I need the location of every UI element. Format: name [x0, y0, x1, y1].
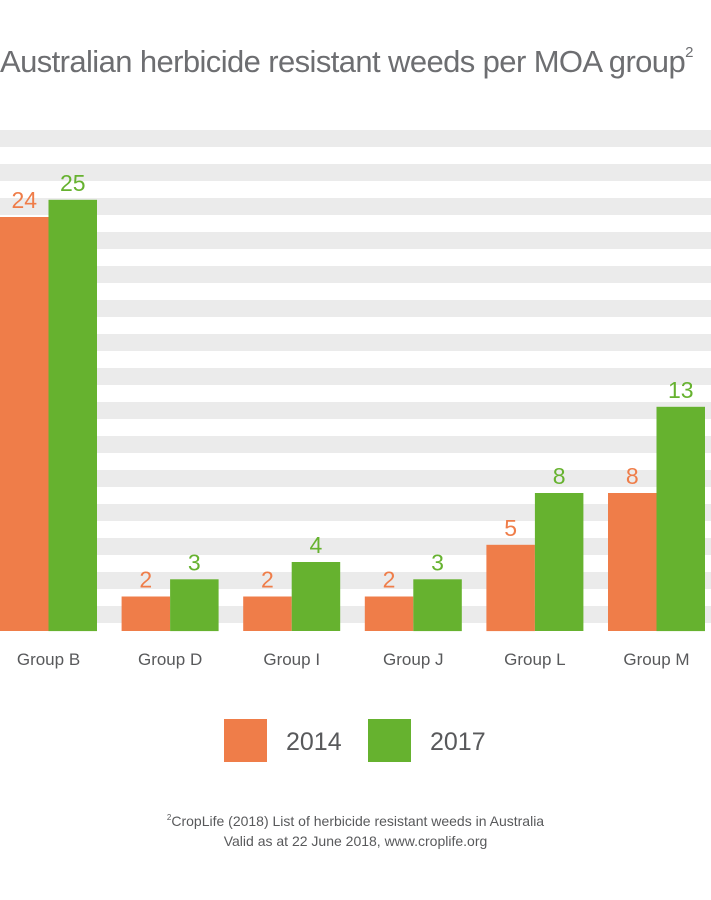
category-tick-label: Group M [623, 650, 689, 669]
data-label: 25 [60, 170, 86, 196]
data-label: 2 [383, 567, 396, 593]
chart-title-text: Australian herbicide resistant weeds per… [0, 44, 686, 79]
legend-label: 2017 [430, 728, 486, 756]
category-tick-label: Group L [504, 650, 565, 669]
grid-band [0, 334, 711, 351]
footnote-line-1: 2CropLife (2018) List of herbicide resis… [0, 808, 711, 831]
chart-title: Australian herbicide resistant weeds per… [0, 44, 711, 94]
bar-2014-group-j [364, 596, 414, 631]
grid-band [0, 402, 711, 419]
grid-band [0, 538, 711, 555]
grid-band [0, 572, 711, 589]
legend-label: 2014 [286, 728, 342, 756]
category-tick-label: Group I [263, 650, 320, 669]
footnote-line-2: Valid as at 22 June 2018, www.croplife.o… [223, 833, 488, 849]
chart-title-footnote-marker: 2 [685, 44, 694, 61]
bar-2014-group-i [243, 596, 292, 631]
category-tick-label: Group D [138, 650, 202, 669]
legend: 2014 2017 [224, 719, 486, 762]
grid-band [0, 164, 711, 181]
grid-band [0, 232, 711, 249]
legend-swatch-2014 [224, 719, 267, 762]
grid-band [0, 266, 711, 283]
grid-band [0, 130, 711, 147]
bar-2014-group-l [486, 544, 535, 632]
grid-band [0, 470, 711, 487]
data-label: 4 [310, 532, 323, 558]
category-tick-label: Group B [17, 650, 80, 669]
bar-2014-group-m [608, 493, 657, 631]
data-label: 8 [626, 463, 639, 489]
bar-2014-group-d [121, 596, 171, 631]
bars [0, 199, 705, 632]
footnote-marker: 2 [166, 813, 172, 822]
grid-band [0, 300, 711, 317]
category-ticks: Group B Group D Group I Group J Group L Group… [17, 650, 690, 669]
data-label: 5 [504, 515, 517, 541]
grid-band [0, 436, 711, 453]
data-label: 24 [12, 187, 38, 213]
bar-2017-group-j [413, 579, 462, 632]
data-label: 3 [188, 549, 201, 575]
grid-band [0, 606, 711, 623]
grid-band [0, 504, 711, 521]
category-tick-label: Group J [383, 650, 443, 669]
bar-2017-group-i [291, 562, 341, 631]
legend-swatch-2017 [368, 719, 411, 762]
grid-bands [0, 130, 711, 623]
data-label: 3 [431, 549, 444, 575]
data-label: 2 [261, 567, 274, 593]
data-label: 2 [139, 567, 152, 593]
grid-band [0, 198, 711, 215]
footnote-citation: CropLife (2018) List of herbicide resist… [171, 813, 545, 829]
data-label: 8 [553, 463, 566, 489]
bar-2017-group-d [170, 579, 219, 632]
bar-2017-group-l [534, 493, 584, 631]
data-label: 13 [668, 377, 694, 403]
bar-2017-group-m [656, 406, 705, 632]
bar-2014-group-b [0, 217, 49, 631]
bar-2017-group-b [48, 199, 97, 632]
footnote: 2CropLife (2018) List of herbicide resis… [0, 808, 711, 851]
grid-band [0, 368, 711, 385]
